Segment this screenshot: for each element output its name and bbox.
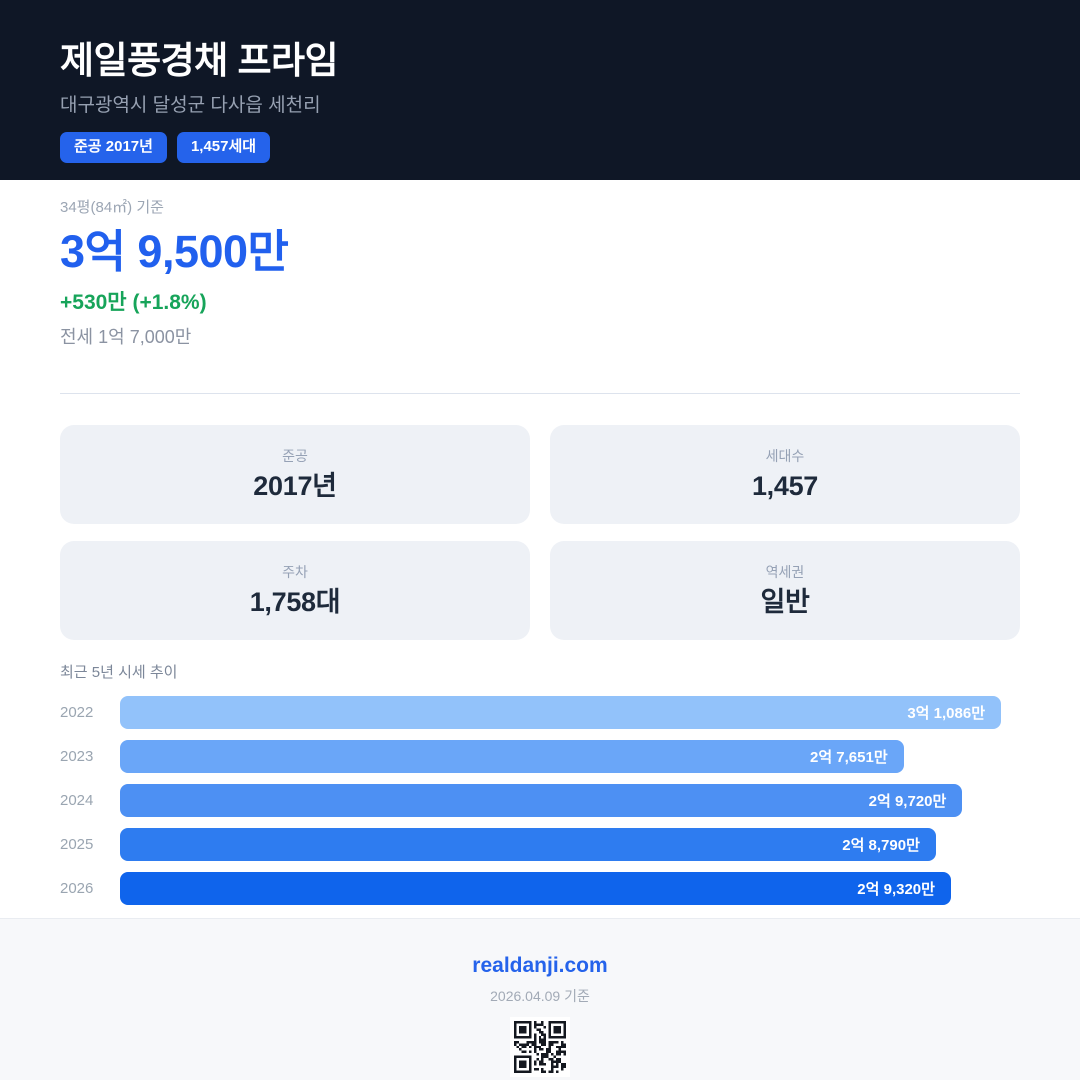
year-label: 2026	[60, 880, 94, 897]
bar-track: 2억 8,790만	[120, 828, 1001, 861]
price-change: +530만 (+1.8%)	[60, 291, 207, 314]
divider	[60, 393, 1020, 394]
price-bar: 3억 1,086만	[120, 696, 1001, 729]
stat-label: 준공	[282, 448, 308, 464]
bar-value-label: 2억 9,720만	[868, 793, 947, 810]
site-link[interactable]: realdanji.com	[472, 954, 608, 977]
header: 제일풍경채 프라임 대구광역시 달성군 다사읍 세천리 준공 2017년 1,4…	[0, 0, 1080, 180]
bar-value-label: 3억 1,086만	[907, 705, 985, 722]
stat-label: 역세권	[765, 564, 805, 580]
stat-label: 세대수	[765, 448, 805, 464]
stat-label: 주차	[282, 564, 308, 580]
price-section: 34평(84㎡) 기준 3억 9,500만 +530만 (+1.8%) 전세 1…	[0, 180, 1080, 348]
bar-value-label: 2억 7,651만	[809, 749, 888, 766]
badge-household-count: 1,457세대	[176, 132, 271, 163]
stat-card-station: 역세권 일반	[550, 541, 1020, 640]
stat-card-households: 세대수 1,457	[550, 425, 1020, 524]
bar-value-label: 2억 9,320만	[857, 881, 935, 898]
price-bar: 2억 7,651만	[120, 740, 904, 773]
stats-grid: 준공 2017년 세대수 1,457 주차 1,758대 역세권 일반	[60, 425, 1020, 640]
page-title: 제일풍경채 프라임	[60, 40, 339, 81]
chart-bar-row: 2023 2억 7,651만	[60, 740, 1020, 773]
badge-row: 준공 2017년 1,457세대	[60, 132, 1020, 163]
chart-bar-row: 2024 2억 9,720만	[60, 784, 1020, 817]
chart-bar-row: 2026 2억 9,320만	[60, 872, 1020, 905]
year-label: 2023	[60, 748, 94, 765]
date-note: 2026.04.09 기준	[490, 988, 590, 1004]
price-trend-chart: 최근 5년 시세 추이 2022 3억 1,086만 2023 2억 7,651…	[60, 664, 1020, 905]
price-bar: 2억 9,320만	[120, 872, 951, 905]
bar-track: 2억 9,320만	[120, 872, 1001, 905]
stat-value: 1,457	[751, 471, 819, 501]
jeonse-price: 전세 1억 7,000만	[60, 327, 192, 347]
chart-rows: 2022 3억 1,086만 2023 2억 7,651만 2024	[60, 696, 1020, 905]
stat-card-completion: 준공 2017년	[60, 425, 530, 524]
stat-value: 2017년	[253, 471, 337, 501]
year-label: 2022	[60, 704, 94, 721]
bar-track: 3억 1,086만	[120, 696, 1001, 729]
bar-track: 2억 9,720만	[120, 784, 1001, 817]
bar-value-label: 2억 8,790만	[842, 837, 920, 854]
year-label: 2025	[60, 836, 94, 853]
stat-value: 일반	[760, 587, 810, 617]
badge-completion-year: 준공 2017년	[60, 132, 167, 163]
chart-bar-row: 2025 2억 8,790만	[60, 828, 1020, 861]
price-bar: 2억 8,790만	[120, 828, 936, 861]
current-price: 3억 9,500만	[60, 226, 289, 277]
stat-value: 1,758대	[249, 587, 341, 617]
qr-code-icon	[510, 1017, 570, 1077]
footer: realdanji.com 2026.04.09 기준	[0, 918, 1080, 1080]
price-bar: 2억 9,720만	[120, 784, 963, 817]
address: 대구광역시 달성군 다사읍 세천리	[60, 95, 321, 116]
bar-track: 2억 7,651만	[120, 740, 1001, 773]
year-label: 2024	[60, 792, 94, 809]
price-basis: 34평(84㎡) 기준	[60, 199, 164, 216]
chart-bar-row: 2022 3억 1,086만	[60, 696, 1020, 729]
stat-card-parking: 주차 1,758대	[60, 541, 530, 640]
chart-title: 최근 5년 시세 추이	[60, 664, 178, 681]
